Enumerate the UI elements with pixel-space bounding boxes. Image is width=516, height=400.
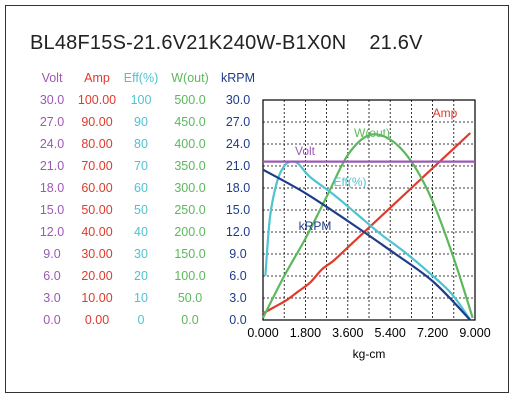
- y-tick-label: 80.00: [81, 137, 112, 151]
- y-tick-label: 50.00: [81, 203, 112, 217]
- y-tick-label: 0.0: [43, 313, 60, 327]
- y-tick-label: 80: [134, 137, 148, 151]
- y-tick-label: 10: [134, 291, 148, 305]
- y-tick-label: 100: [131, 93, 152, 107]
- axis-header-3: W(out): [171, 71, 209, 85]
- y-tick-label: 50.0: [178, 291, 202, 305]
- y-tick-label: 21.0: [40, 159, 64, 173]
- y-tick-label: 24.0: [226, 137, 250, 151]
- x-tick-label: 7.200: [417, 326, 448, 340]
- y-tick-label: 450.0: [174, 115, 205, 129]
- y-tick-label: 3.0: [43, 291, 60, 305]
- y-tick-label: 6.0: [229, 269, 246, 283]
- y-tick-label: 70.00: [81, 159, 112, 173]
- x-tick-label: 1.800: [290, 326, 321, 340]
- series-label-volt: Volt: [295, 144, 316, 158]
- y-tick-label: 12.0: [40, 225, 64, 239]
- y-tick-label: 100.0: [174, 269, 205, 283]
- chart-title: BL48F15S-21.6V21K240W-B1X0N 21.6V: [30, 32, 423, 54]
- axis-header-2: Eff(%): [124, 71, 159, 85]
- y-tick-label: 90: [134, 115, 148, 129]
- y-tick-label: 20: [134, 269, 148, 283]
- y-tick-label: 350.0: [174, 159, 205, 173]
- y-tick-label: 27.0: [40, 115, 64, 129]
- series-label-amp: Amp: [433, 106, 458, 120]
- y-tick-label: 250.0: [174, 203, 205, 217]
- series-line-wout: [262, 133, 474, 319]
- y-tick-label: 400.0: [174, 137, 205, 151]
- axis-header-0: Volt: [42, 71, 63, 85]
- y-tick-label: 12.0: [226, 225, 250, 239]
- y-tick-label: 30: [134, 247, 148, 261]
- axis-header-4: kRPM: [221, 71, 255, 85]
- y-tick-label: 60: [134, 181, 148, 195]
- series-line-eff: [264, 160, 472, 321]
- y-tick-label: 30.00: [81, 247, 112, 261]
- y-tick-label: 6.0: [43, 269, 60, 283]
- x-tick-label: 5.400: [375, 326, 406, 340]
- x-tick-label: 0.000: [247, 326, 278, 340]
- y-tick-label: 50: [134, 203, 148, 217]
- series-line-amp: [262, 132, 472, 315]
- y-tick-label: 0.0: [229, 313, 246, 327]
- y-tick-label: 100.00: [78, 93, 116, 107]
- y-tick-label: 3.0: [229, 291, 246, 305]
- y-tick-label: 300.0: [174, 181, 205, 195]
- y-tick-label: 27.0: [226, 115, 250, 129]
- y-tick-label: 60.00: [81, 181, 112, 195]
- y-tick-label: 40: [134, 225, 148, 239]
- y-tick-label: 0.00: [85, 313, 109, 327]
- y-tick-label: 500.0: [174, 93, 205, 107]
- y-tick-label: 18.0: [226, 181, 250, 195]
- x-tick-label: 3.600: [332, 326, 363, 340]
- series-label-krpm: kRPM: [299, 219, 332, 233]
- y-tick-label: 15.0: [40, 203, 64, 217]
- x-tick-label: 9.000: [459, 326, 490, 340]
- y-tick-label: 24.0: [40, 137, 64, 151]
- series-label-wout: W(out): [354, 126, 390, 140]
- y-tick-label: 10.00: [81, 291, 112, 305]
- axis-header-1: Amp: [84, 71, 110, 85]
- y-tick-label: 21.0: [226, 159, 250, 173]
- y-tick-label: 90.00: [81, 115, 112, 129]
- y-tick-label: 200.0: [174, 225, 205, 239]
- y-tick-label: 30.0: [40, 93, 64, 107]
- y-tick-label: 40.00: [81, 225, 112, 239]
- y-tick-label: 70: [134, 159, 148, 173]
- y-tick-label: 15.0: [226, 203, 250, 217]
- y-tick-label: 18.0: [40, 181, 64, 195]
- y-tick-label: 0: [138, 313, 145, 327]
- y-tick-label: 30.0: [226, 93, 250, 107]
- y-tick-label: 9.0: [229, 247, 246, 261]
- y-tick-label: 9.0: [43, 247, 60, 261]
- y-tick-label: 150.0: [174, 247, 205, 261]
- series-label-eff: Eff(%): [333, 175, 366, 189]
- y-tick-label: 20.00: [81, 269, 112, 283]
- series-line-krpm: [262, 168, 472, 321]
- y-tick-label: 0.0: [181, 313, 198, 327]
- x-axis-label: kg-cm: [353, 347, 386, 361]
